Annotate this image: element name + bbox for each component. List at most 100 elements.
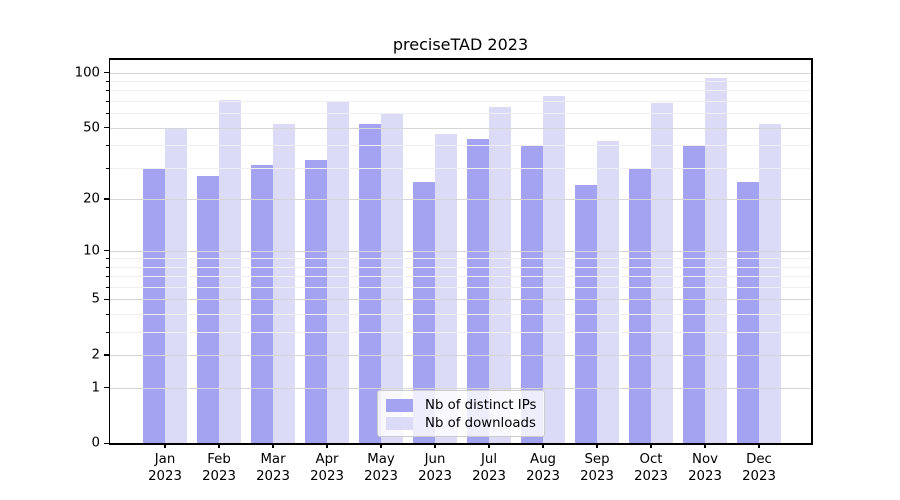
y-tick-10	[103, 249, 109, 252]
y-tick-50	[103, 126, 109, 129]
y-minor-tick-3	[106, 331, 109, 333]
y-tick-label-20: 20	[83, 191, 100, 207]
x-tick-label-oct: Oct 2023	[634, 452, 668, 485]
y-minor-tick-40	[106, 145, 109, 147]
y-minor-tick-9	[106, 258, 109, 260]
minor-gridline-80	[110, 90, 811, 92]
x-tick-label-dec: Dec 2023	[742, 452, 776, 485]
bar-downloads-apr	[327, 102, 349, 444]
y-tick-label-5: 5	[91, 291, 100, 307]
y-minor-tick-80	[106, 90, 109, 92]
x-tick-apr	[326, 443, 328, 449]
minor-gridline-7	[110, 276, 811, 278]
bar-downloads-nov	[705, 77, 727, 444]
bar-downloads-dec	[759, 124, 781, 444]
bar-distinct-ips-jun	[413, 181, 435, 444]
legend-swatch-distinct-ips	[386, 399, 413, 412]
y-tick-1	[103, 386, 109, 389]
y-minor-tick-8	[106, 266, 109, 268]
bar-distinct-ips-jul	[467, 139, 489, 444]
top-spine	[108, 58, 813, 60]
y-minor-tick-90	[106, 81, 109, 83]
bar-distinct-ips-apr	[305, 160, 327, 444]
y-tick-label-0: 0	[91, 435, 100, 451]
minor-gridline-8	[110, 266, 811, 268]
y-tick-2	[103, 354, 109, 356]
y-minor-tick-6	[106, 287, 109, 289]
bar-downloads-jul	[489, 106, 511, 444]
major-gridline-20	[110, 198, 811, 200]
minor-gridline-40	[110, 145, 811, 147]
minor-gridline-4	[110, 314, 811, 316]
legend: Nb of distinct IPs Nb of downloads	[377, 390, 545, 437]
left-spine	[108, 59, 110, 445]
bottom-spine	[108, 443, 813, 445]
legend-swatch-downloads	[386, 417, 413, 430]
y-tick-100	[103, 71, 109, 74]
x-tick-jul	[488, 443, 490, 449]
plot-area	[110, 60, 811, 444]
bar-downloads-mar	[273, 124, 295, 444]
x-tick-dec	[758, 443, 760, 449]
x-tick-aug	[542, 443, 544, 449]
minor-gridline-9	[110, 258, 811, 260]
y-tick-5	[103, 298, 109, 301]
x-tick-jan	[164, 443, 166, 449]
bar-distinct-ips-dec	[737, 181, 759, 444]
x-tick-label-may: May 2023	[364, 452, 398, 485]
minor-gridline-3	[110, 331, 811, 333]
bar-distinct-ips-feb	[197, 175, 219, 444]
x-tick-label-nov: Nov 2023	[688, 452, 722, 485]
y-minor-tick-7	[106, 276, 109, 278]
major-gridline-100	[110, 72, 811, 74]
x-tick-label-aug: Aug 2023	[526, 452, 560, 485]
y-minor-tick-30	[106, 167, 109, 169]
x-tick-feb	[218, 443, 220, 449]
legend-label-downloads: Nb of downloads	[425, 416, 536, 431]
y-minor-tick-70	[106, 100, 109, 102]
legend-item-downloads: Nb of downloads	[386, 415, 536, 432]
bar-distinct-ips-jan	[143, 167, 165, 444]
right-spine	[811, 59, 813, 445]
x-tick-label-jan: Jan 2023	[148, 452, 182, 485]
chart-title: preciseTAD 2023	[392, 35, 529, 54]
x-tick-nov	[704, 443, 706, 449]
y-minor-tick-4	[106, 314, 109, 316]
bar-distinct-ips-aug	[521, 145, 543, 444]
bar-downloads-may	[381, 114, 403, 444]
bar-distinct-ips-may	[359, 124, 381, 444]
x-tick-label-sep: Sep 2023	[580, 452, 614, 485]
minor-gridline-90	[110, 81, 811, 83]
legend-item-distinct-ips: Nb of distinct IPs	[386, 397, 536, 414]
y-tick-label-10: 10	[83, 243, 100, 259]
x-tick-mar	[272, 443, 274, 449]
x-tick-label-jun: Jun 2023	[418, 452, 452, 485]
major-gridline-2	[110, 355, 811, 357]
bar-downloads-jan	[165, 129, 187, 444]
major-gridline-10	[110, 250, 811, 252]
y-tick-0	[103, 442, 109, 445]
bar-distinct-ips-oct	[629, 167, 651, 444]
x-tick-may	[380, 443, 382, 449]
major-gridline-5	[110, 299, 811, 301]
x-tick-sep	[596, 443, 598, 449]
x-tick-oct	[650, 443, 652, 449]
y-tick-label-1: 1	[91, 380, 100, 396]
x-tick-label-apr: Apr 2023	[310, 452, 344, 485]
x-tick-label-feb: Feb 2023	[202, 452, 236, 485]
bar-downloads-oct	[651, 103, 673, 444]
bar-downloads-jun	[435, 134, 457, 444]
minor-gridline-6	[110, 287, 811, 289]
y-tick-20	[103, 198, 109, 200]
minor-gridline-30	[110, 167, 811, 169]
y-minor-tick-60	[106, 113, 109, 115]
y-tick-label-2: 2	[91, 347, 100, 363]
major-gridline-50	[110, 127, 811, 129]
minor-gridline-70	[110, 100, 811, 102]
bar-distinct-ips-mar	[251, 164, 273, 444]
legend-label-distinct-ips: Nb of distinct IPs	[425, 398, 537, 413]
bar-downloads-sep	[597, 141, 619, 444]
major-gridline-1	[110, 387, 811, 389]
x-tick-label-mar: Mar 2023	[256, 452, 290, 485]
